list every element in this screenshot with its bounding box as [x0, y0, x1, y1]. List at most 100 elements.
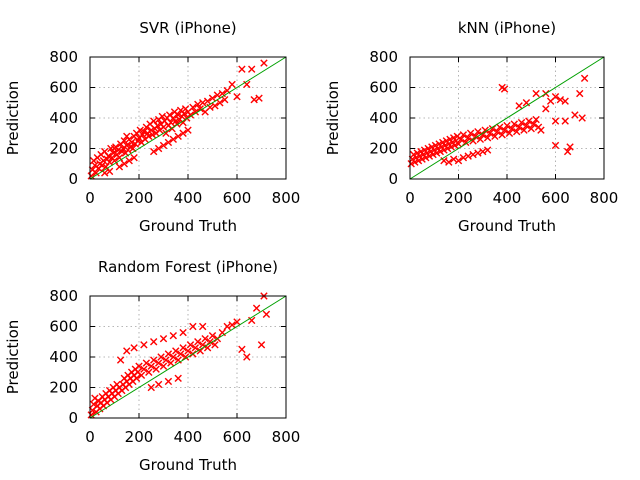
data-point: [483, 146, 492, 154]
data-point: [471, 132, 480, 140]
data-point: [221, 96, 229, 104]
data-point: [466, 129, 475, 137]
data-point: [248, 65, 256, 73]
y-tick-label: 200: [369, 140, 398, 158]
x-tick-label: 200: [444, 189, 473, 207]
data-point: [498, 131, 506, 139]
data-point: [486, 129, 494, 137]
data-point: [162, 356, 170, 364]
data-point: [164, 350, 173, 358]
y-tick-label: 400: [49, 109, 78, 127]
data-point: [164, 377, 173, 386]
data-point: [179, 344, 187, 352]
chart-title: Random Forest (iPhone): [98, 258, 278, 276]
data-point: [462, 138, 470, 147]
data-point: [551, 117, 560, 125]
data-point: [174, 132, 182, 140]
x-tick-label: 600: [223, 428, 252, 446]
data-point: [457, 135, 465, 144]
data-point: [233, 318, 241, 326]
data-point: [243, 353, 251, 361]
data-point: [459, 131, 468, 139]
data-point: [483, 134, 492, 142]
data-point: [479, 147, 487, 156]
data-point: [476, 135, 485, 144]
data-point: [223, 322, 231, 331]
x-tick-label: 800: [272, 189, 301, 207]
data-point: [132, 374, 141, 383]
data-point: [208, 94, 217, 102]
data-point: [580, 74, 589, 83]
data-point: [203, 97, 212, 105]
data-point: [510, 120, 518, 128]
data-point: [440, 157, 448, 165]
y-tick-label: 0: [388, 170, 398, 188]
data-point: [199, 99, 207, 107]
data-point: [169, 135, 177, 144]
data-point: [208, 331, 217, 340]
data-point: [159, 335, 168, 343]
data-point: [532, 115, 540, 124]
data-point: [211, 102, 219, 110]
data-point: [496, 123, 504, 131]
chart-title: SVR (iPhone): [139, 19, 236, 37]
x-axis-label: Ground Truth: [139, 217, 237, 235]
data-point: [578, 114, 586, 122]
data-point: [211, 341, 219, 349]
data-point: [184, 126, 192, 134]
data-point: [191, 108, 200, 116]
reference-line: [409, 56, 605, 180]
data-point: [150, 338, 158, 346]
x-tick-label: 600: [223, 189, 252, 207]
data-point: [196, 347, 204, 355]
data-point: [164, 138, 173, 147]
data-point: [454, 140, 463, 148]
data-point: [145, 368, 153, 376]
data-point: [481, 126, 489, 134]
data-point: [186, 111, 195, 119]
data-point: [154, 359, 163, 367]
data-point: [115, 163, 124, 171]
data-point: [500, 126, 509, 134]
data-point: [130, 344, 138, 352]
data-point: [201, 335, 209, 343]
data-point: [517, 118, 526, 127]
data-point: [172, 347, 180, 355]
data-point: [469, 150, 477, 159]
data-point: [238, 65, 246, 73]
data-point: [469, 137, 477, 145]
x-axis-label: Ground Truth: [458, 217, 556, 235]
data-point: [176, 350, 185, 358]
y-tick-label: 400: [49, 348, 78, 366]
data-point: [561, 117, 569, 125]
data-point: [522, 121, 531, 130]
data-point: [137, 371, 146, 379]
x-axis-label: Ground Truth: [139, 456, 237, 474]
data-point: [576, 89, 584, 98]
data-point: [199, 322, 207, 331]
data-point: [123, 347, 131, 355]
data-point: [154, 144, 163, 153]
data-point: [537, 126, 545, 134]
data-point: [500, 85, 509, 93]
data-point: [479, 131, 487, 139]
data-point: [522, 99, 531, 107]
data-point: [505, 129, 514, 137]
y-tick-label: 800: [369, 48, 398, 66]
x-tick-label: 800: [590, 189, 619, 207]
y-tick-label: 600: [369, 79, 398, 97]
point-group: [407, 74, 589, 168]
y-tick-label: 0: [68, 409, 78, 427]
data-point: [191, 344, 200, 352]
data-point: [125, 157, 133, 165]
data-point: [162, 129, 170, 137]
data-point: [159, 123, 168, 131]
data-point: [110, 144, 119, 153]
reference-line: [89, 56, 287, 180]
data-point: [194, 100, 202, 108]
data-point: [140, 365, 148, 373]
data-point: [154, 380, 163, 389]
x-tick-label: 200: [125, 428, 154, 446]
data-point: [529, 120, 538, 128]
